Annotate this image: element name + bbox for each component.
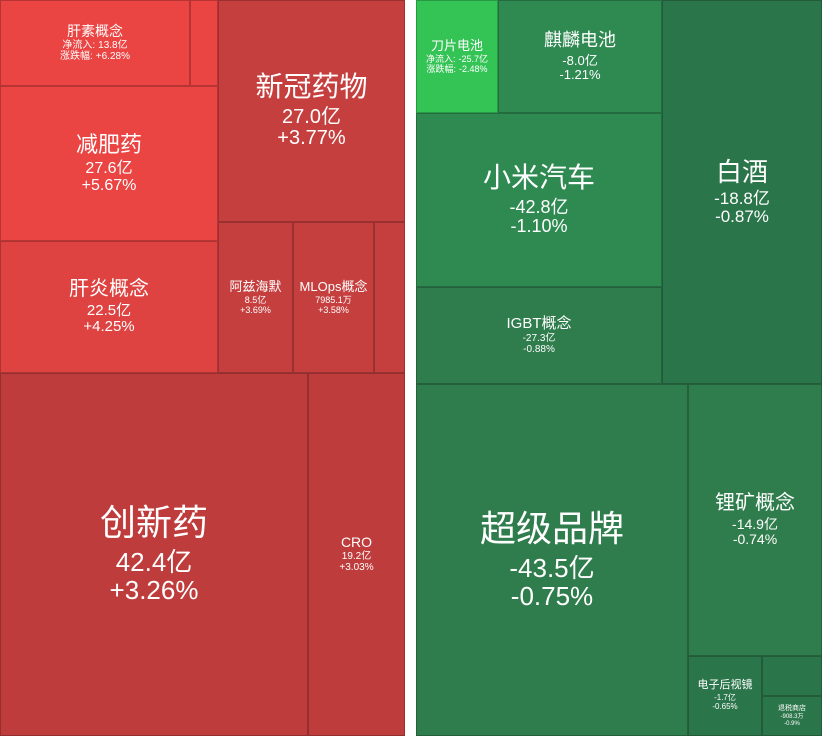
- tile-change-percent: +3.77%: [277, 127, 346, 150]
- treemap-tile[interactable]: 创新药 42.4亿 +3.26%: [0, 373, 308, 736]
- tile-net-inflow: -18.8亿: [714, 188, 770, 208]
- tile-net-inflow: 7985.1万: [315, 294, 352, 305]
- tile-name: 超级品牌: [479, 507, 624, 549]
- tile-name: 白酒: [715, 156, 768, 187]
- treemap-tile[interactable]: 肝素概念 净流入: 13.8亿 涨跌幅: +6.28%: [0, 0, 190, 86]
- tile-name: 小米汽车: [482, 162, 595, 194]
- treemap-tile[interactable]: 麒麟电池 -8.0亿 -1.21%: [498, 0, 662, 113]
- treemap-tile[interactable]: MLOps概念 7985.1万 +3.58%: [293, 222, 374, 373]
- treemap-tile[interactable]: 锂矿概念 -14.9亿 -0.74%: [688, 384, 822, 656]
- tile-net-inflow: 19.2亿: [341, 551, 372, 563]
- tile-change-percent: +3.58%: [318, 304, 349, 315]
- tile-change-percent: +6.28%: [95, 50, 130, 62]
- tile-net-inflow: 22.5亿: [86, 302, 132, 320]
- tile-change-percent: +5.67%: [81, 176, 137, 194]
- tile-net-inflow: 27.6亿: [85, 159, 133, 177]
- tile-net-inflow: -8.0亿: [562, 52, 598, 68]
- treemap-tile[interactable]: 减肥药 27.6亿 +5.67%: [0, 86, 218, 241]
- treemap-tile[interactable]: 阿兹海默 8.5亿 +3.69%: [218, 222, 293, 373]
- tile-name: 肝素概念: [67, 22, 123, 39]
- tile-change-percent: +4.25%: [83, 318, 135, 336]
- tile-change-percent: +3.03%: [339, 562, 374, 574]
- tile-name: 退税商店: [778, 704, 806, 712]
- tile-net-inflow: -1.7亿: [714, 693, 736, 703]
- tile-change-percent: -1.21%: [559, 66, 601, 82]
- treemap-tile[interactable]: 白酒 -18.8亿 -0.87%: [662, 0, 822, 384]
- tile-name: 创新药: [99, 502, 208, 544]
- tile-change-percent: -1.10%: [510, 216, 568, 237]
- tile-net-inflow: 27.0亿: [282, 105, 341, 128]
- tile-name: MLOps概念: [299, 278, 368, 294]
- change-label: 涨跌幅:: [426, 63, 456, 74]
- tile-net-inflow: -908.3万: [780, 714, 804, 721]
- tile-name: CRO: [340, 534, 373, 551]
- tile-net-inflow: 42.4亿: [115, 547, 193, 578]
- tile-change-percent: -0.65%: [712, 701, 738, 711]
- tile-name: 减肥药: [75, 131, 142, 157]
- tile-change-percent: -2.48%: [458, 63, 488, 74]
- net-inflow-label: 净流入:: [62, 39, 96, 51]
- tile-net-inflow: -27.3亿: [522, 332, 556, 344]
- tile-net-inflow: -43.5亿: [509, 552, 595, 583]
- tile-net-inflow: 8.5亿: [244, 294, 267, 305]
- tile-name: 新冠药物: [255, 71, 368, 103]
- tile-change-percent: -0.87%: [715, 207, 769, 227]
- treemap-tile[interactable]: CRO 19.2亿 +3.03%: [308, 373, 405, 736]
- tile-change-percent: -0.9%: [784, 720, 800, 727]
- tile-name: 刀片电池: [430, 37, 483, 53]
- tile-change-percent: -0.88%: [523, 343, 555, 355]
- treemap-tile[interactable]: 超级品牌 -43.5亿 -0.75%: [416, 384, 688, 736]
- treemap-tile-minor[interactable]: [374, 222, 405, 373]
- tile-change-percent: -0.74%: [732, 531, 778, 548]
- treemap-tile[interactable]: 新冠药物 27.0亿 +3.77%: [218, 0, 405, 222]
- tile-net-inflow: -42.8亿: [509, 196, 569, 217]
- tile-name: 阿兹海默: [229, 278, 282, 294]
- treemap-tile[interactable]: IGBT概念 -27.3亿 -0.88%: [416, 287, 662, 384]
- tile-name: IGBT概念: [506, 314, 572, 332]
- tile-net-inflow: -25.7亿: [458, 53, 489, 64]
- net-inflow-label: 净流入:: [425, 53, 456, 64]
- change-label: 涨跌幅:: [60, 50, 93, 62]
- tile-name: 肝炎概念: [69, 277, 149, 300]
- tile-name: 锂矿概念: [715, 491, 795, 514]
- tile-change-percent: -0.75%: [510, 580, 594, 611]
- tile-net-inflow: -14.9亿: [732, 516, 778, 533]
- tile-net-inflow: 13.8亿: [98, 39, 128, 51]
- tile-name: 麒麟电池: [544, 30, 616, 51]
- treemap-tile-minor[interactable]: [190, 0, 218, 86]
- inflow-treemap-panel: 创新药 42.4亿 +3.26% 减肥药 27.6亿 +5.67% 新冠药物 27.0亿 +3.…: [0, 0, 405, 736]
- treemap-tile[interactable]: 小米汽车 -42.8亿 -1.10%: [416, 113, 662, 287]
- treemap-tile[interactable]: 刀片电池 净流入: -25.7亿 涨跌幅: -2.48%: [416, 0, 498, 113]
- treemap-tile[interactable]: 电子后视镜 -1.7亿 -0.65%: [688, 656, 762, 736]
- treemap-tile[interactable]: 肝炎概念 22.5亿 +4.25%: [0, 241, 218, 373]
- tile-change-percent: +3.26%: [109, 575, 199, 606]
- treemap-tile-minor[interactable]: [762, 656, 822, 696]
- tile-name: 电子后视镜: [697, 679, 753, 692]
- treemap-tile[interactable]: 退税商店 -908.3万 -0.9%: [762, 696, 822, 736]
- tile-change-percent: +3.69%: [240, 304, 271, 315]
- outflow-treemap-panel: 超级品牌 -43.5亿 -0.75% 小米汽车 -42.8亿 -1.10% IGBT概念 -2…: [416, 0, 822, 736]
